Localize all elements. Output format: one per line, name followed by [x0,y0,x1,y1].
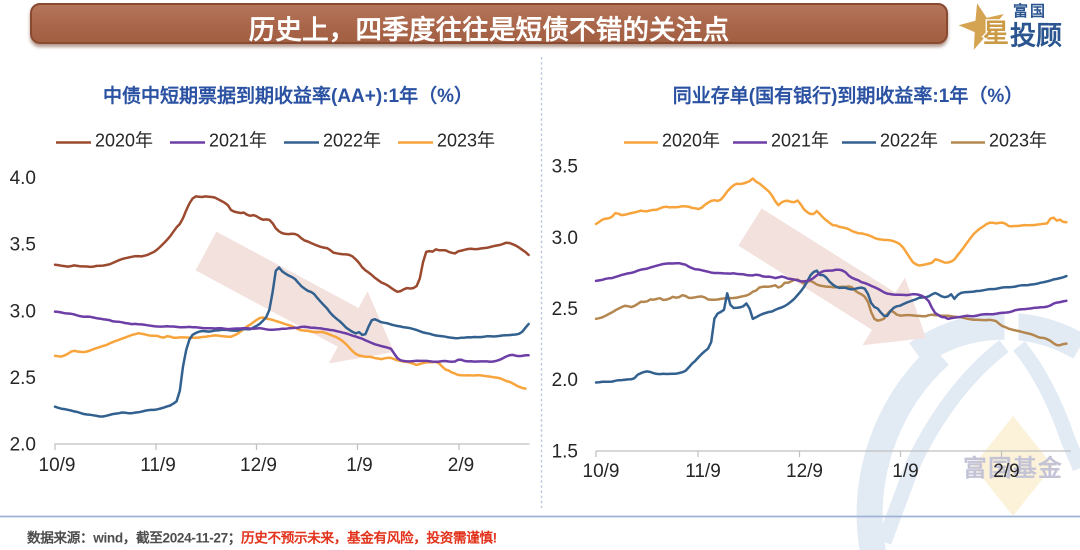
svg-text:2.5: 2.5 [10,368,36,389]
svg-text:数据来源：wind，截至2024-11-27；历史不预示未来: 数据来源：wind，截至2024-11-27；历史不预示未来，基金有风险，投资需… [27,530,497,547]
svg-text:12/9: 12/9 [786,461,823,482]
svg-text:2023年: 2023年 [989,131,1047,151]
svg-text:3.0: 3.0 [552,228,578,249]
svg-text:同业存单(国有银行)到期收益率:1年（%）: 同业存单(国有银行)到期收益率:1年（%） [673,84,1023,107]
svg-text:1/9: 1/9 [346,455,372,476]
svg-text:10/9: 10/9 [39,455,76,476]
svg-text:2021年: 2021年 [209,131,267,151]
svg-text:2020年: 2020年 [662,131,720,151]
svg-text:12/9: 12/9 [240,455,277,476]
svg-text:2023年: 2023年 [437,131,495,151]
svg-text:富国基金: 富国基金 [964,454,1064,481]
svg-text:10/9: 10/9 [583,461,620,482]
svg-text:3.0: 3.0 [10,301,36,322]
svg-text:11/9: 11/9 [140,455,176,476]
svg-text:投顾: 投顾 [1010,21,1062,51]
svg-text:2020年: 2020年 [95,131,153,151]
svg-text:2022年: 2022年 [880,131,938,151]
svg-text:11/9: 11/9 [685,461,721,482]
svg-text:2/9: 2/9 [993,461,1019,482]
svg-text:富国基金: 富国基金 [963,454,1063,481]
svg-text:2.5: 2.5 [552,299,578,320]
svg-text:4.0: 4.0 [10,168,36,189]
svg-text:2.0: 2.0 [10,435,36,456]
svg-text:中债中短期票据到期收益率(AA+):1年（%）: 中债中短期票据到期收益率(AA+):1年（%） [103,84,473,107]
svg-text:3.5: 3.5 [552,157,578,178]
svg-text:星: 星 [983,18,1009,48]
svg-text:2021年: 2021年 [771,131,829,151]
svg-text:1/9: 1/9 [892,461,918,482]
svg-text:2/9: 2/9 [448,455,474,476]
svg-text:3.5: 3.5 [10,235,36,256]
svg-text:2.0: 2.0 [552,370,578,391]
svg-text:2022年: 2022年 [323,131,381,151]
svg-text:1.5: 1.5 [552,441,578,462]
svg-text:富国: 富国 [1013,2,1047,20]
